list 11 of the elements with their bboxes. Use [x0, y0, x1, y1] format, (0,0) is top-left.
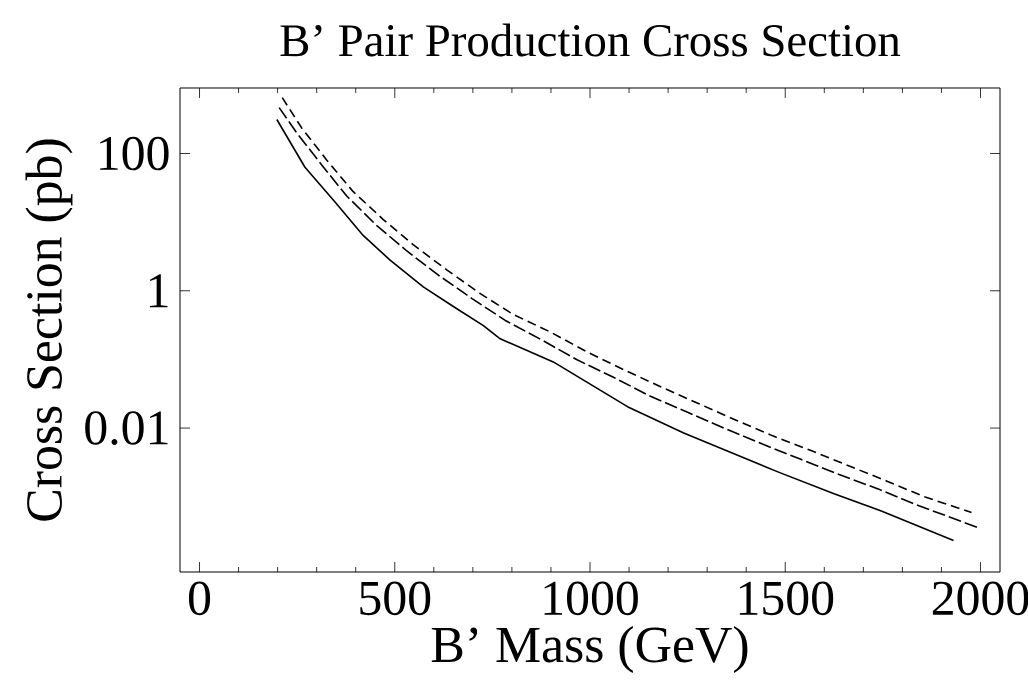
- y-tick-label: 1: [149, 274, 168, 308]
- x-tick-label: 500: [360, 581, 431, 616]
- y-tick-label: 0.01: [85, 411, 168, 445]
- x-tick-label: 1500: [739, 581, 834, 616]
- y-tick-label: 100: [100, 136, 169, 171]
- chart-title: B’ Pair Production Cross Section: [280, 23, 901, 57]
- y-axis-title: Cross Section (pb): [25, 139, 73, 521]
- x-tick-label: 1000: [544, 581, 638, 616]
- x-tick-label: 0: [188, 581, 211, 616]
- x-axis-title: B’ Mass (GeV): [431, 625, 748, 673]
- x-tick-label: 2000: [932, 581, 1028, 616]
